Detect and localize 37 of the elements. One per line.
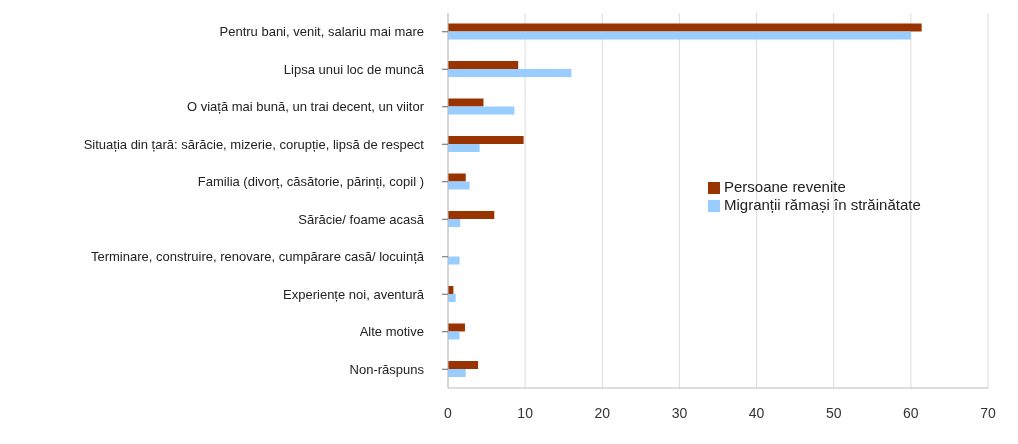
bar bbox=[448, 144, 480, 152]
y-tick-label: Alte motive bbox=[359, 324, 424, 340]
y-tick-label: Experiențe noi, aventură bbox=[283, 286, 425, 302]
bar bbox=[448, 256, 460, 265]
y-tick-label: Situația din țară: sărăcie, mizerie, corupție, lipsă de respect bbox=[83, 136, 425, 152]
bar bbox=[448, 173, 466, 182]
x-tick-label: 40 bbox=[748, 404, 765, 421]
bar bbox=[448, 69, 572, 77]
x-tick-label: 10 bbox=[517, 404, 534, 421]
legend-label: Persoane revenite bbox=[724, 178, 846, 195]
bar bbox=[448, 361, 479, 369]
bar bbox=[448, 323, 465, 332]
y-tick-label: Sărăcie/ foame acasă bbox=[298, 211, 425, 227]
legend-label: Migranții rămași în străinătate bbox=[724, 196, 921, 213]
x-tick-label: 60 bbox=[903, 404, 919, 421]
x-tick-label: 30 bbox=[671, 404, 688, 421]
bar bbox=[448, 181, 470, 190]
bar bbox=[448, 106, 515, 115]
y-tick-label: Terminare, construire, renovare, cumpărare casă/ locuință bbox=[90, 249, 425, 265]
bar bbox=[448, 136, 524, 144]
bar bbox=[448, 31, 911, 40]
x-tick-label: 70 bbox=[980, 404, 996, 421]
bar bbox=[448, 23, 922, 32]
bar bbox=[448, 98, 484, 107]
y-tick-label: Lipsa unui loc de muncă bbox=[283, 61, 425, 77]
x-tick-label: 50 bbox=[825, 404, 842, 421]
y-tick-label: O viață mai bună, un trai decent, un viitor bbox=[186, 99, 425, 115]
x-tick-label: 20 bbox=[594, 404, 611, 421]
bar bbox=[448, 294, 456, 302]
bar bbox=[448, 211, 495, 219]
y-tick-label: Pentru bani, venit, salariu mai mare bbox=[219, 24, 424, 40]
bar bbox=[448, 61, 519, 69]
bar bbox=[448, 369, 466, 377]
x-tick-label: 0 bbox=[444, 404, 453, 421]
y-tick-label: Familia (divorț, căsătorie, părinți, copil ) bbox=[197, 174, 424, 190]
y-tick-label: Non-răspuns bbox=[349, 361, 425, 377]
bar bbox=[448, 331, 460, 340]
